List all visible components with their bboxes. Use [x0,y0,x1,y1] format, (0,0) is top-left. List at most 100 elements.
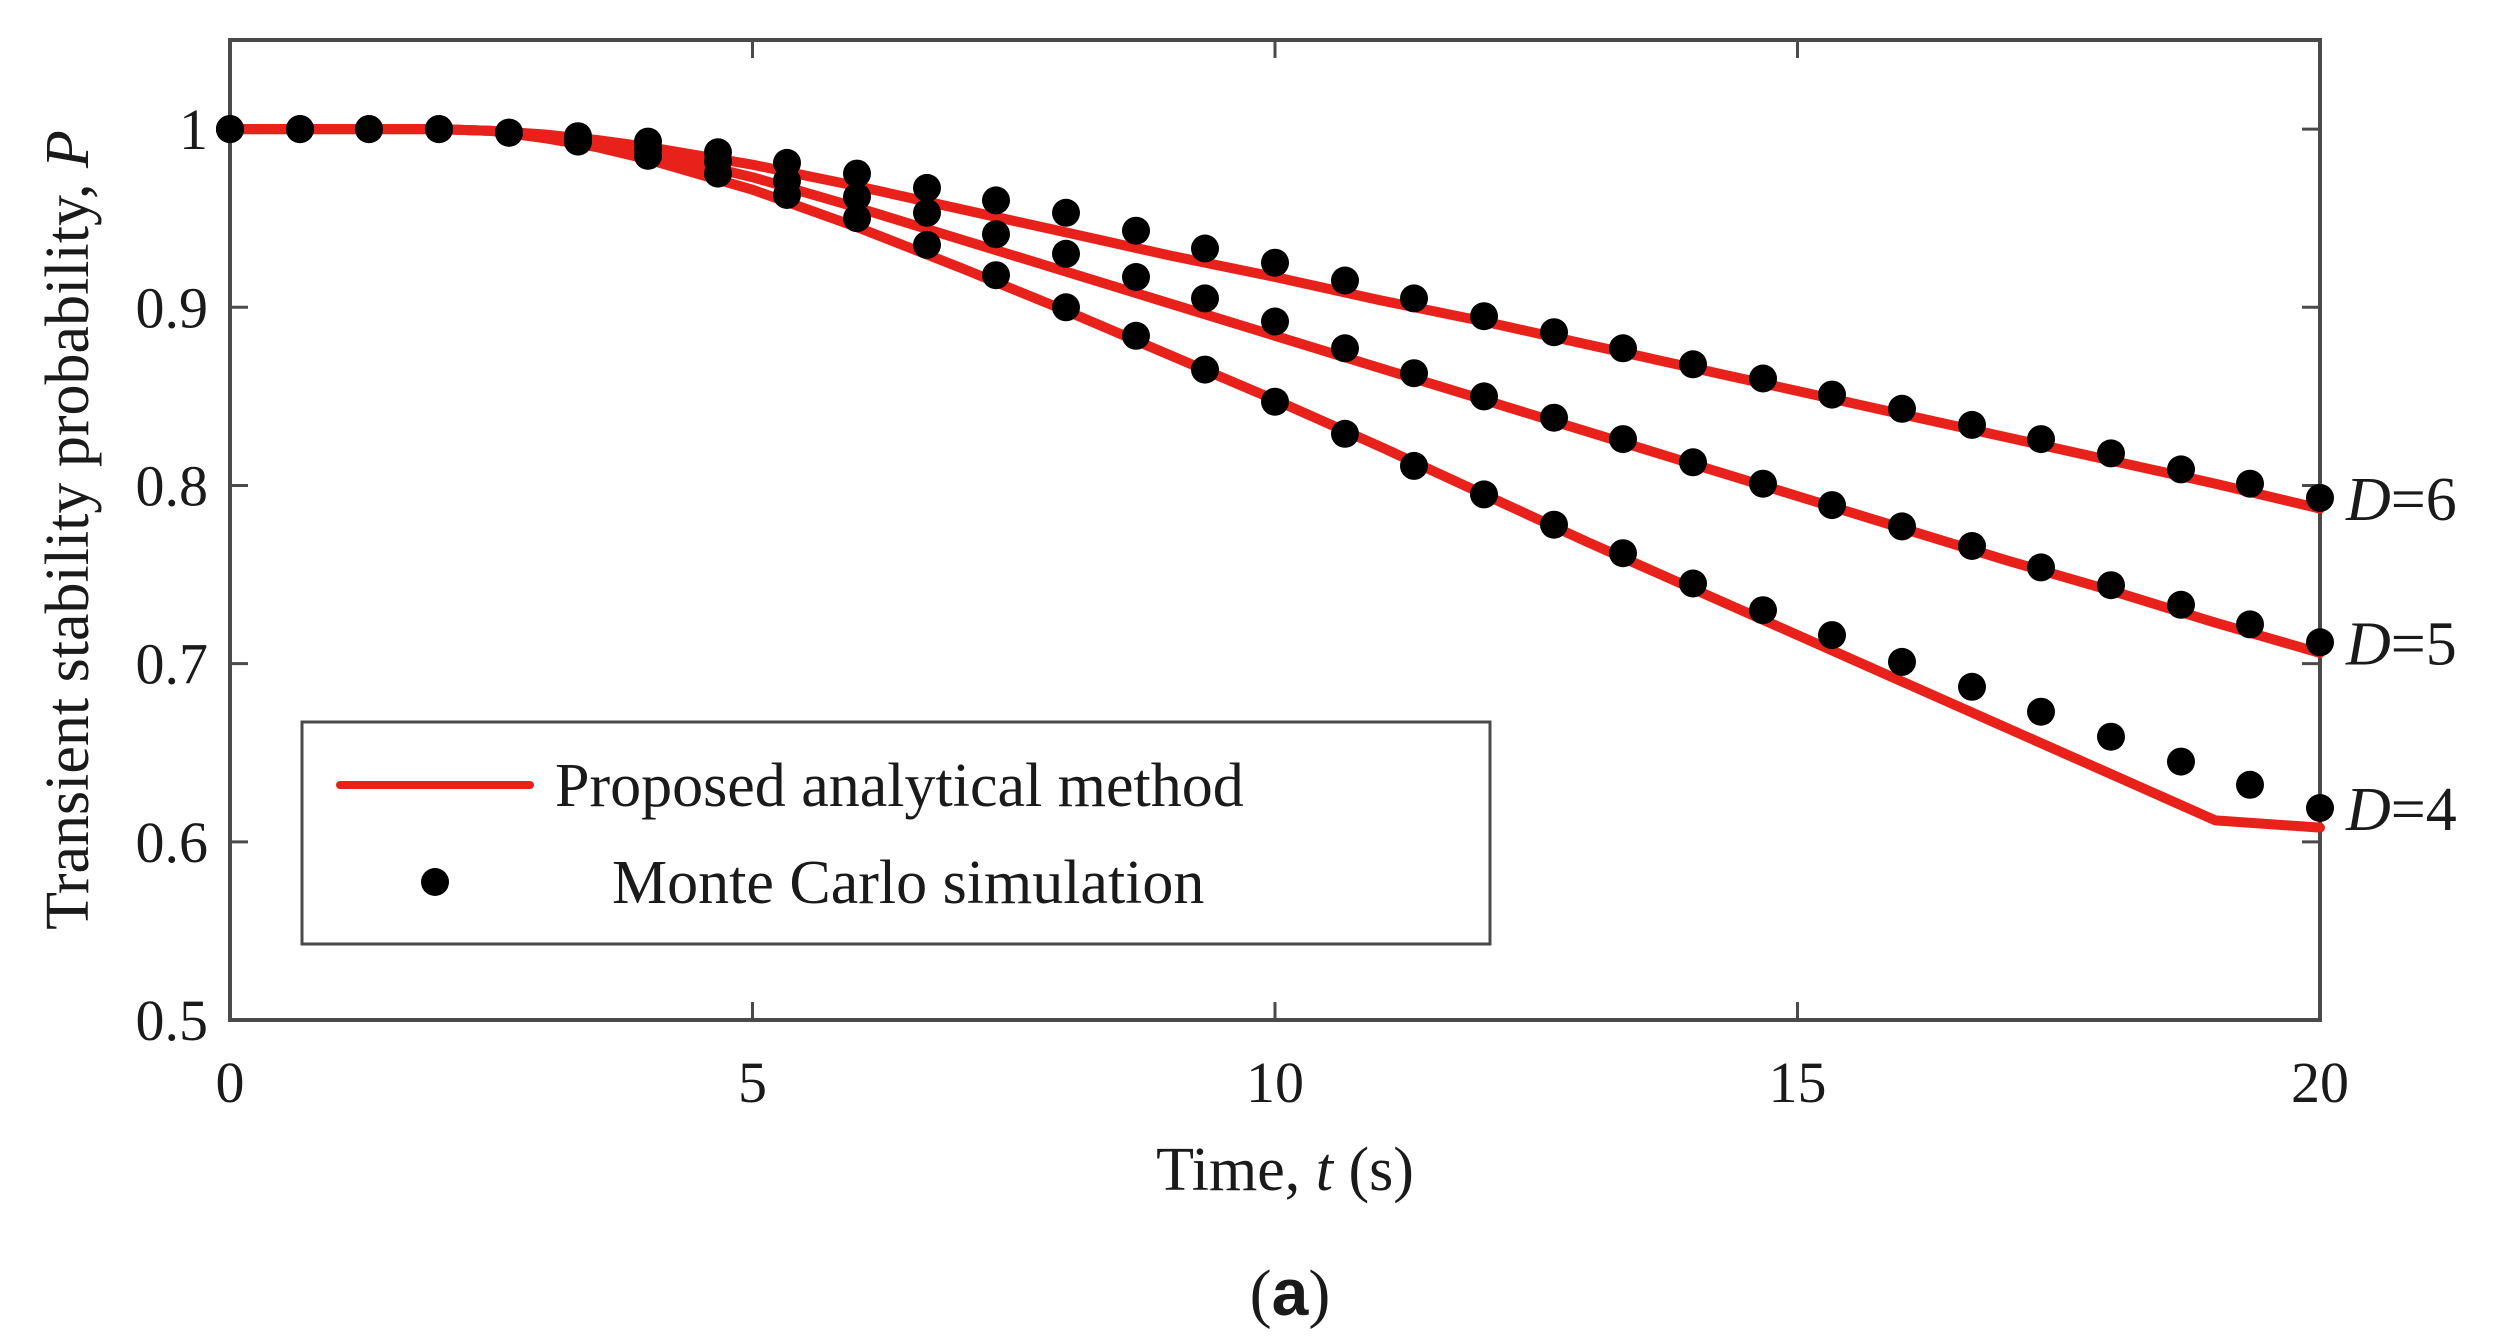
monte-carlo-point-d6 [1958,410,1986,439]
series-label-d6: D=6 [2345,466,2457,534]
series-label-d4: D=4 [2345,776,2457,844]
monte-carlo-point-d4 [1052,293,1080,322]
legend-marker-swatch [421,868,449,896]
y-tick-label: 0.7 [136,632,209,697]
monte-carlo-point-d5 [1609,425,1637,454]
monte-carlo-point-d4 [1400,451,1428,480]
monte-carlo-point-d4 [425,115,453,144]
y-tick-label: 0.8 [136,453,209,518]
figure-caption: (a) [1250,1255,1331,1330]
monte-carlo-point-d4 [982,261,1010,290]
ticks-layer: 0 5 10 15 20 0.5 0.6 0.7 0.8 0.9 1 [136,40,2349,1115]
monte-carlo-point-d4 [2027,697,2055,726]
monte-carlo-point-d5 [982,220,1010,249]
analytical-line-d4 [225,124,2325,833]
monte-carlo-point-d4 [2167,747,2195,776]
monte-carlo-point-d4 [1470,480,1498,509]
monte-carlo-point-d5 [1470,382,1498,411]
monte-carlo-point-d4 [355,115,383,144]
monte-carlo-point-d5 [1749,469,1777,498]
monte-carlo-point-d4 [564,127,592,156]
monte-carlo-point-d6 [1470,302,1498,331]
monte-carlo-point-d4 [1331,419,1359,448]
monte-carlo-markers-layer [216,115,2334,822]
monte-carlo-point-d6 [2027,425,2055,454]
monte-carlo-point-d6 [2167,455,2195,484]
y-axis-label: Transient stability probability, P [34,130,102,930]
monte-carlo-point-d6 [1331,266,1359,295]
monte-carlo-point-d4 [1122,321,1150,350]
monte-carlo-point-d6 [1052,198,1080,227]
series-label-d5: D=5 [2345,610,2457,678]
monte-carlo-point-d4 [1609,539,1637,568]
monte-carlo-point-d4 [1191,355,1219,384]
monte-carlo-point-d4 [2236,770,2264,799]
x-tick-label: 0 [216,1050,245,1115]
monte-carlo-point-d6 [1749,364,1777,393]
monte-carlo-point-d4 [913,230,941,259]
y-tick-label: 0.9 [136,275,209,340]
monte-carlo-point-d4 [1888,647,1916,676]
monte-carlo-point-d6 [1540,318,1568,347]
analytical-lines-layer [225,124,2325,833]
monte-carlo-point-d6 [2306,483,2334,512]
monte-carlo-point-d5 [2306,628,2334,657]
monte-carlo-point-d5 [1191,284,1219,313]
legend-label-analytical: Proposed analytical method [555,752,1244,820]
x-tick-label: 5 [738,1050,767,1115]
monte-carlo-point-d5 [2236,610,2264,639]
monte-carlo-point-d4 [843,204,871,233]
monte-carlo-point-d4 [1261,387,1289,416]
monte-carlo-point-d4 [1818,621,1846,650]
x-axis-label: Time, t (s) [1156,1136,1414,1204]
monte-carlo-point-d5 [1679,448,1707,477]
monte-carlo-point-d4 [2306,794,2334,822]
monte-carlo-point-d4 [1749,596,1777,625]
y-tick-label: 0.6 [136,810,209,875]
monte-carlo-point-d5 [1540,403,1568,432]
monte-carlo-point-d6 [1122,216,1150,245]
monte-carlo-point-d5 [2027,553,2055,582]
monte-carlo-point-d4 [286,115,314,144]
monte-carlo-point-d4 [1540,510,1568,539]
monte-carlo-point-d6 [1261,248,1289,277]
monte-carlo-point-d6 [913,173,941,202]
x-tick-label: 10 [1246,1050,1304,1115]
monte-carlo-point-d5 [1122,263,1150,291]
y-tick-label: 0.5 [136,988,209,1053]
monte-carlo-point-d5 [843,182,871,211]
legend-label-monte-carlo: Monte Carlo simulation [612,849,1204,917]
monte-carlo-point-d4 [773,181,801,209]
monte-carlo-point-d6 [1400,284,1428,313]
legend-box [300,720,1492,946]
monte-carlo-point-d5 [2167,590,2195,619]
monte-carlo-point-d6 [843,159,871,188]
monte-carlo-point-d4 [1679,569,1707,598]
monte-carlo-point-d5 [1261,307,1289,336]
monte-carlo-point-d4 [495,118,523,147]
monte-carlo-point-d5 [2097,571,2125,600]
monte-carlo-point-d5 [913,198,941,227]
monte-carlo-point-d6 [982,186,1010,215]
series-labels-layer: D=6 D=5 D=4 [2345,466,2457,844]
monte-carlo-point-d5 [1958,532,1986,560]
monte-carlo-point-d4 [2097,722,2125,751]
x-tick-label: 15 [1769,1050,1827,1115]
monte-carlo-point-d5 [1818,491,1846,520]
monte-carlo-point-d6 [2097,439,2125,468]
monte-carlo-point-d4 [216,115,244,144]
monte-carlo-point-d6 [1888,394,1916,423]
monte-carlo-point-d5 [1052,239,1080,268]
monte-carlo-point-d4 [1958,672,1986,701]
monte-carlo-point-d6 [2236,469,2264,498]
monte-carlo-point-d6 [1818,380,1846,409]
monte-carlo-point-d6 [1679,350,1707,379]
monte-carlo-point-d5 [1400,359,1428,388]
monte-carlo-point-d5 [1888,512,1916,541]
monte-carlo-point-d4 [634,141,662,170]
monte-carlo-point-d6 [1191,234,1219,263]
monte-carlo-point-d6 [1609,334,1637,363]
monte-carlo-point-d5 [1331,334,1359,363]
x-tick-label: 20 [2291,1050,2349,1115]
